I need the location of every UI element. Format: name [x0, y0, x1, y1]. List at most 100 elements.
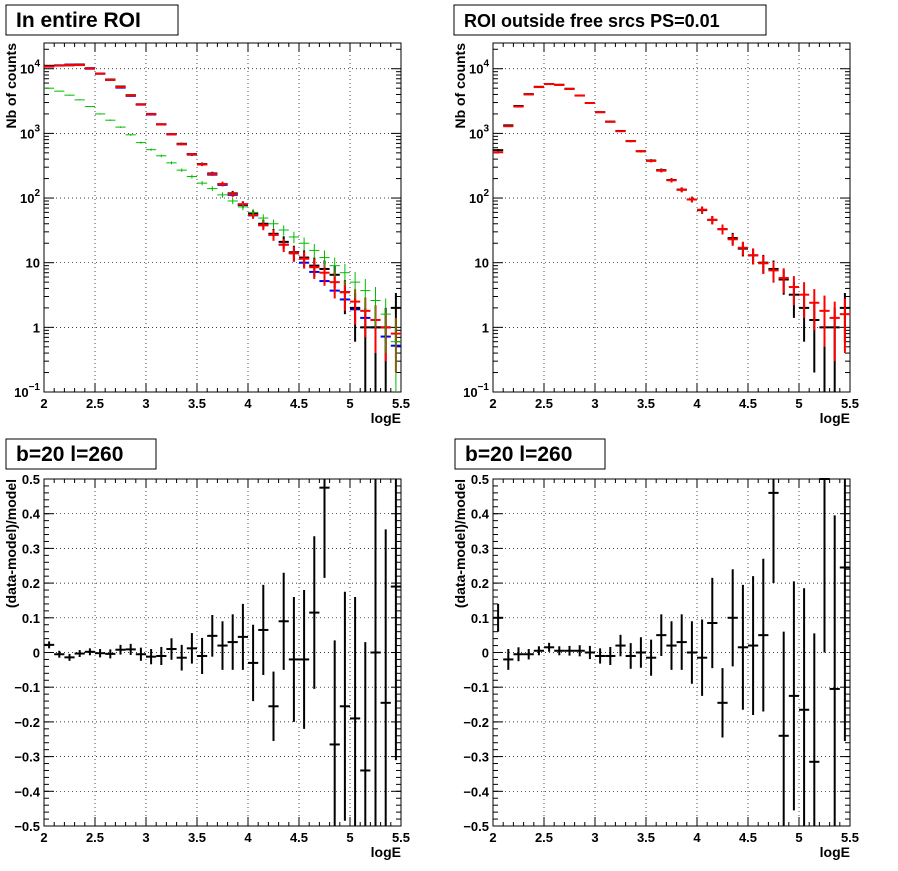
y-tick-label: 102 [469, 188, 489, 206]
x-tick-label: 3.5 [637, 396, 655, 411]
x-axis-label: logE [371, 410, 401, 426]
chart-title-box-1 [5, 4, 179, 36]
y-tick-exponent: 3 [483, 123, 489, 134]
y-tick-label: 104 [469, 59, 489, 77]
chart-title-3: b=20 l=260 [16, 443, 123, 466]
y-tick-base: 10 [14, 385, 28, 400]
x-tick-label: 5.5 [392, 396, 410, 411]
chart-title-box-3 [5, 438, 157, 470]
y-tick-label: 104 [20, 59, 40, 77]
x-tick-label: 5 [346, 830, 353, 845]
x-tick-label: 4.5 [739, 396, 757, 411]
y-tick-label: 1 [33, 320, 40, 335]
x-tick-label: 3 [591, 830, 598, 845]
y-tick-exponent: 3 [34, 123, 40, 134]
y-tick-label: 0.5 [22, 472, 40, 487]
y-tick-exponent: −1 [29, 382, 41, 393]
y-tick-label: 0.2 [471, 576, 489, 591]
y-axis-label: (data-model)/model [3, 479, 19, 608]
y-tick-label: 0.4 [22, 507, 41, 522]
y-tick-label: 0.2 [22, 576, 40, 591]
x-tick-label: 3.5 [637, 830, 655, 845]
y-tick-label: −0.4 [14, 784, 40, 799]
x-tick-label: 5 [795, 396, 802, 411]
y-tick-base: 10 [469, 191, 483, 206]
y-tick-base: 10 [20, 191, 34, 206]
y-tick-label: −0.3 [463, 750, 489, 765]
y-axis-label: Nb of counts [3, 43, 19, 129]
chart-panel-4: 2 2.5 3 3.5 4 4.5 5 5.5 −0.5 −0.4 −0.3 −0.2 −0.1 0 0.1… [452, 472, 859, 860]
y-tick-label: −0.1 [463, 680, 489, 695]
y-tick-exponent: −1 [478, 382, 490, 393]
chart-title-box-4 [454, 438, 606, 470]
chart-title-2: ROI outside free srcs PS=0.01 [464, 11, 720, 31]
x-axis-label: logE [820, 844, 850, 860]
x-tick-label: 3 [591, 396, 598, 411]
y-axis-label: Nb of counts [452, 43, 468, 129]
y-axis-label: (data-model)/model [452, 479, 468, 608]
x-tick-label: 2.5 [86, 830, 104, 845]
x-tick-label: 4.5 [290, 396, 308, 411]
x-tick-label: 4.5 [290, 830, 308, 845]
x-tick-label: 4 [244, 830, 252, 845]
x-tick-label: 2 [40, 396, 47, 411]
y-tick-label: 10 [26, 256, 40, 271]
y-tick-exponent: 2 [483, 188, 489, 199]
x-tick-label: 4 [693, 396, 701, 411]
y-tick-label: 103 [20, 123, 40, 141]
series-1 [493, 478, 850, 826]
y-tick-label: 102 [20, 188, 40, 206]
y-tick-label: 0 [482, 646, 489, 661]
x-tick-label: 5 [795, 830, 802, 845]
y-tick-base: 10 [20, 126, 34, 141]
y-tick-label: 0.3 [471, 541, 489, 556]
y-tick-label: 10 [475, 256, 489, 271]
y-tick-label: 10−1 [463, 382, 489, 400]
chart-panel-3: 2 2.5 3 3.5 4 4.5 5 5.5 −0.5 −0.4 −0.3 −0.2 −0.1 0 0.1… [3, 472, 410, 860]
y-tick-label: −0.5 [14, 819, 40, 834]
y-tick-label: −0.2 [463, 715, 489, 730]
y-tick-label: −0.5 [463, 819, 489, 834]
y-tick-label: −0.3 [14, 750, 40, 765]
x-axis-label: logE [371, 844, 401, 860]
y-tick-exponent: 4 [483, 59, 489, 70]
y-tick-exponent: 4 [34, 59, 40, 70]
y-tick-label: 1 [482, 320, 489, 335]
x-tick-label: 2 [489, 396, 496, 411]
series-1 [44, 479, 401, 826]
y-tick-label: −0.4 [463, 784, 489, 799]
y-tick-exponent: 2 [34, 188, 40, 199]
x-tick-label: 4 [244, 396, 252, 411]
chart-title-box-2 [453, 4, 767, 36]
x-tick-label: 5.5 [841, 396, 859, 411]
y-tick-base: 10 [469, 62, 483, 77]
x-tick-label: 3 [142, 396, 149, 411]
plot-frame [43, 42, 402, 393]
series-2 [493, 83, 850, 362]
y-tick-label: 10−1 [14, 382, 40, 400]
x-tick-label: 2 [40, 830, 47, 845]
x-tick-label: 4.5 [739, 830, 757, 845]
x-tick-label: 2.5 [535, 830, 553, 845]
x-tick-label: 5 [346, 396, 353, 411]
chart-title-4: b=20 l=260 [465, 443, 572, 466]
y-tick-label: −0.2 [14, 715, 40, 730]
y-tick-label: 0.1 [471, 611, 489, 626]
x-tick-label: 3.5 [188, 830, 206, 845]
y-tick-label: 0.1 [22, 611, 40, 626]
y-tick-base: 10 [469, 126, 483, 141]
y-tick-base: 10 [463, 385, 477, 400]
plot-frame [492, 42, 851, 393]
x-tick-label: 5.5 [392, 830, 410, 845]
y-tick-label: −0.1 [14, 680, 40, 695]
x-tick-label: 2.5 [535, 396, 553, 411]
series-4 [44, 87, 401, 392]
y-tick-label: 0.3 [22, 541, 40, 556]
x-tick-label: 3 [142, 830, 149, 845]
y-tick-label: 103 [469, 123, 489, 141]
chart-title-1: In entire ROI [16, 9, 141, 32]
y-tick-label: 0.5 [471, 472, 489, 487]
y-tick-base: 10 [20, 62, 34, 77]
